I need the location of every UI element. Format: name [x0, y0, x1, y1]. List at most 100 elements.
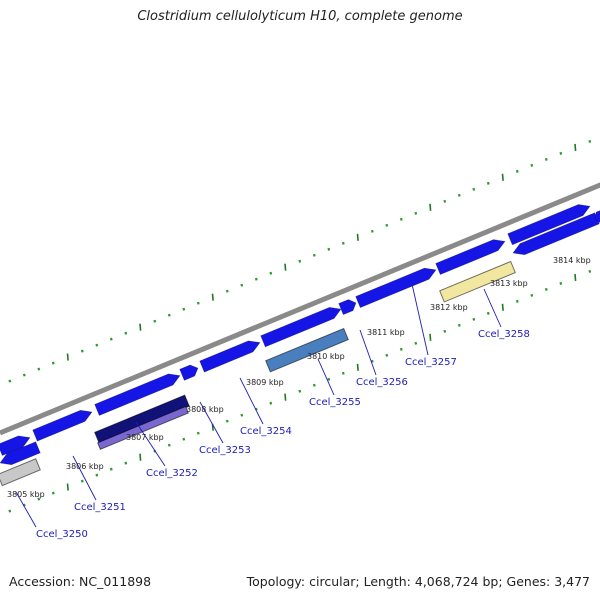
inner-tick — [139, 453, 142, 461]
outer-tick — [211, 293, 214, 301]
kbp-tick-label: 3807 kbp — [126, 433, 164, 442]
inner-tick — [196, 431, 200, 435]
gene-label-leader — [317, 358, 335, 396]
gene-label: Ccel_3251 — [74, 502, 126, 513]
gene-label: Ccel_3255 — [309, 397, 361, 408]
outer-tick — [544, 157, 548, 161]
outer-tick — [530, 163, 534, 167]
outer-tick — [51, 361, 55, 365]
outer-tick — [22, 373, 26, 377]
outer-tick — [399, 217, 403, 221]
outer-tick-ring — [8, 139, 592, 383]
gene-label: Ccel_3257 — [405, 357, 457, 368]
outer-tick — [501, 173, 504, 181]
genome-backbone — [0, 182, 600, 436]
gene-arrow-plus — [338, 299, 357, 316]
gene-arrow-plus — [507, 204, 591, 246]
gene-label: Ccel_3253 — [199, 445, 251, 456]
inner-tick — [22, 503, 26, 507]
outer-tick — [370, 229, 374, 233]
inner-tick — [544, 287, 548, 291]
outer-tick — [588, 139, 592, 143]
outer-tick — [225, 289, 229, 293]
gene-box — [97, 405, 189, 450]
gene-arrow-plus — [260, 307, 342, 348]
kbp-tick-label: 3811 kbp — [367, 328, 405, 337]
outer-tick — [472, 187, 476, 191]
inner-tick — [429, 333, 432, 341]
outer-tick — [153, 319, 157, 323]
outer-tick — [254, 277, 258, 281]
outer-tick — [385, 223, 389, 227]
outer-tick — [196, 301, 200, 305]
gene-label-leader — [483, 288, 502, 328]
outer-tick — [486, 181, 490, 185]
gene-arrow-plus — [32, 409, 93, 442]
gene-box — [94, 394, 190, 445]
kbp-tick-label: 3812 kbp — [430, 303, 468, 312]
outer-tick — [269, 271, 273, 275]
inner-tick — [37, 497, 41, 501]
inner-tick — [341, 371, 345, 375]
outer-tick — [559, 151, 563, 155]
inner-tick — [109, 467, 113, 471]
gene-arrow-plus — [435, 239, 506, 275]
outer-tick — [66, 353, 69, 361]
forward-strand-genes — [0, 204, 591, 456]
outer-tick — [8, 379, 12, 383]
kbp-tick-label: 3810 kbp — [307, 352, 345, 361]
inner-tick — [370, 359, 374, 363]
inner-tick — [298, 389, 302, 393]
gene-label: Ccel_3258 — [478, 329, 530, 340]
map-title: Clostridium cellulolyticum H10, complete… — [137, 9, 463, 24]
gene-label-leader — [199, 401, 224, 444]
outer-tick — [298, 259, 302, 263]
gene-labels: Ccel_3250 Ccel_3251 Ccel_3252 Ccel_3253 Ccel… — [15, 283, 530, 540]
gene-arrow-plus — [355, 267, 437, 309]
gene-label: Ccel_3254 — [240, 426, 292, 437]
genome-info-text: Topology: circular; Length: 4,068,724 bp… — [246, 574, 590, 589]
gene-arrow-plus — [199, 340, 261, 373]
inner-tick — [385, 353, 389, 357]
outer-tick — [284, 263, 287, 271]
gene-label: Ccel_3250 — [36, 529, 88, 540]
outer-tick — [327, 247, 331, 251]
inner-tick — [414, 341, 418, 345]
inner-tick — [51, 491, 55, 495]
outer-tick — [574, 143, 577, 151]
inner-tick — [574, 273, 577, 281]
gene-label: Ccel_3256 — [356, 377, 408, 388]
inner-tick — [66, 483, 69, 491]
inner-tick — [457, 323, 461, 327]
gene-box — [439, 260, 516, 303]
outer-tick — [356, 233, 359, 241]
inner-tick — [240, 413, 244, 417]
outer-tick — [182, 307, 186, 311]
gene-label-leader — [72, 455, 97, 501]
gene-label-leader — [359, 329, 377, 376]
inner-tick — [443, 329, 447, 333]
inner-tick — [269, 401, 273, 405]
gene-box — [0, 458, 41, 487]
outer-tick — [312, 253, 316, 257]
inner-tick — [8, 509, 12, 513]
inner-tick — [356, 363, 359, 371]
kbp-tick-label: 3809 kbp — [246, 378, 284, 387]
gene-arrow-plus — [94, 373, 181, 416]
inner-tick — [515, 299, 519, 303]
accession-text: Accession: NC_011898 — [9, 574, 152, 589]
outer-tick — [37, 367, 41, 371]
inner-tick — [312, 383, 316, 387]
gene-arrow-plus — [0, 435, 31, 456]
kbp-tick-label: 3814 kbp — [553, 256, 591, 265]
outer-tick — [443, 199, 447, 203]
inner-tick — [559, 281, 563, 285]
inner-tick — [95, 473, 99, 477]
kbp-tick-label: 3813 kbp — [490, 279, 528, 288]
inner-tick-ring — [8, 269, 592, 513]
outer-tick — [80, 349, 84, 353]
gene-box — [265, 327, 349, 373]
inner-tick — [472, 317, 476, 321]
outer-tick — [109, 337, 113, 341]
